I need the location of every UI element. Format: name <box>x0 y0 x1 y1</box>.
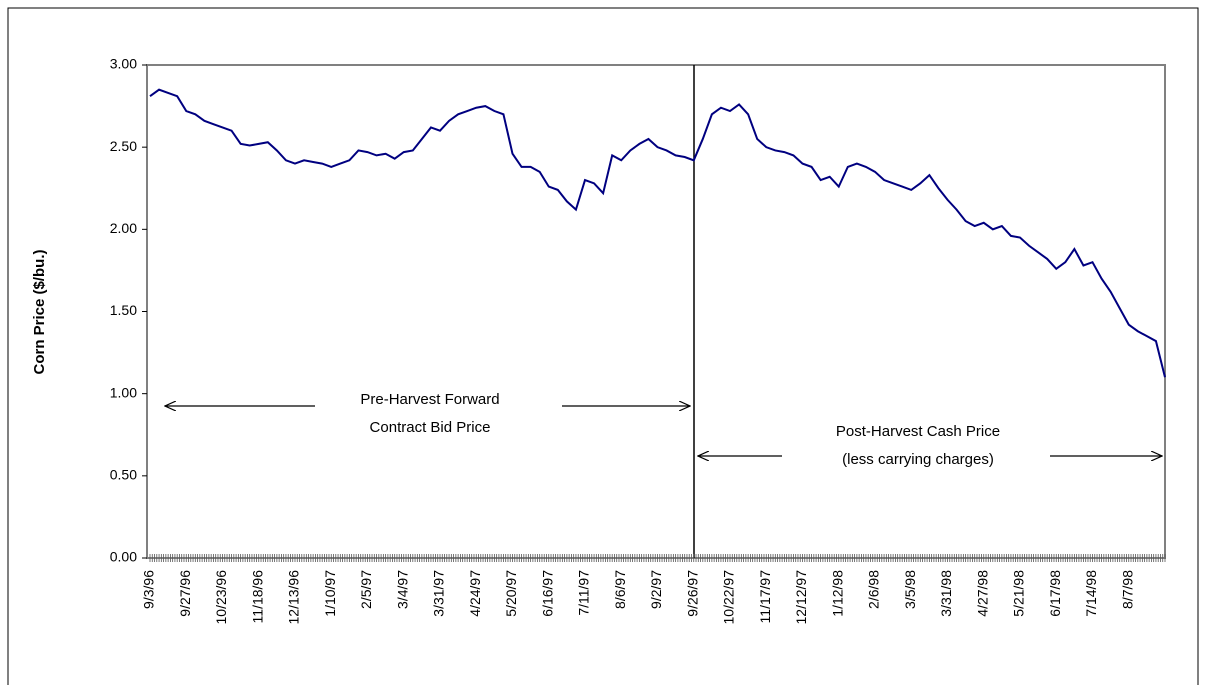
x-tick-label: 5/21/98 <box>1011 570 1027 617</box>
x-tick-label: 2/5/97 <box>358 570 374 609</box>
x-tick-label: 9/2/97 <box>648 570 664 609</box>
x-tick-label: 12/13/96 <box>286 570 302 625</box>
x-tick-label: 7/11/97 <box>576 570 592 616</box>
y-tick-label: 2.50 <box>110 138 137 154</box>
x-tick-label: 9/3/96 <box>141 570 157 609</box>
annotation: Post-Harvest Cash Price <box>836 423 1000 440</box>
outer-frame <box>7 7 1199 690</box>
y-tick-label: 3.00 <box>110 56 137 72</box>
x-tick-label: 12/12/97 <box>793 570 809 625</box>
plot-frame <box>146 64 1166 559</box>
y-axis-label: Corn Price ($/bu.) <box>31 249 48 374</box>
y-tick-label: 0.50 <box>110 467 137 483</box>
x-tick-label: 6/16/97 <box>539 570 555 617</box>
y-tick-label: 1.00 <box>110 384 137 400</box>
x-tick-label: 11/17/97 <box>757 570 773 624</box>
price-line <box>149 88 1166 378</box>
x-tick-label: 4/27/98 <box>974 570 990 617</box>
x-tick-label: 8/6/97 <box>612 570 628 609</box>
x-tick-label: 10/22/97 <box>721 570 737 625</box>
annotation: (less carrying charges) <box>842 451 994 468</box>
y-tick-label: 1.50 <box>110 302 137 318</box>
x-tick-label: 6/17/98 <box>1047 570 1063 617</box>
x-tick-label: 5/20/97 <box>503 570 519 617</box>
x-tick-label: 1/10/97 <box>322 570 338 617</box>
x-tick-label: 11/18/96 <box>249 570 265 624</box>
x-tick-label: 3/31/98 <box>938 570 954 617</box>
x-tick-label: 1/12/98 <box>829 570 845 617</box>
x-tick-label: 3/4/97 <box>394 570 410 609</box>
y-tick-label: 0.00 <box>110 549 137 565</box>
y-tick-label: 2.00 <box>110 220 137 236</box>
x-tick-label: 4/24/97 <box>467 570 483 617</box>
annotation: Pre-Harvest Forward <box>360 391 499 408</box>
x-tick-label: 9/27/96 <box>177 570 193 617</box>
x-tick-label: 3/5/98 <box>902 570 918 609</box>
annotation: Contract Bid Price <box>370 419 491 436</box>
x-tick-label: 9/26/97 <box>684 570 700 617</box>
x-tick-label: 2/6/98 <box>866 570 882 609</box>
x-tick-label: 8/7/98 <box>1119 570 1135 609</box>
x-tick-label: 7/14/98 <box>1083 570 1099 617</box>
x-tick-label: 3/31/97 <box>431 570 447 617</box>
x-tick-label: 10/23/96 <box>213 570 229 625</box>
